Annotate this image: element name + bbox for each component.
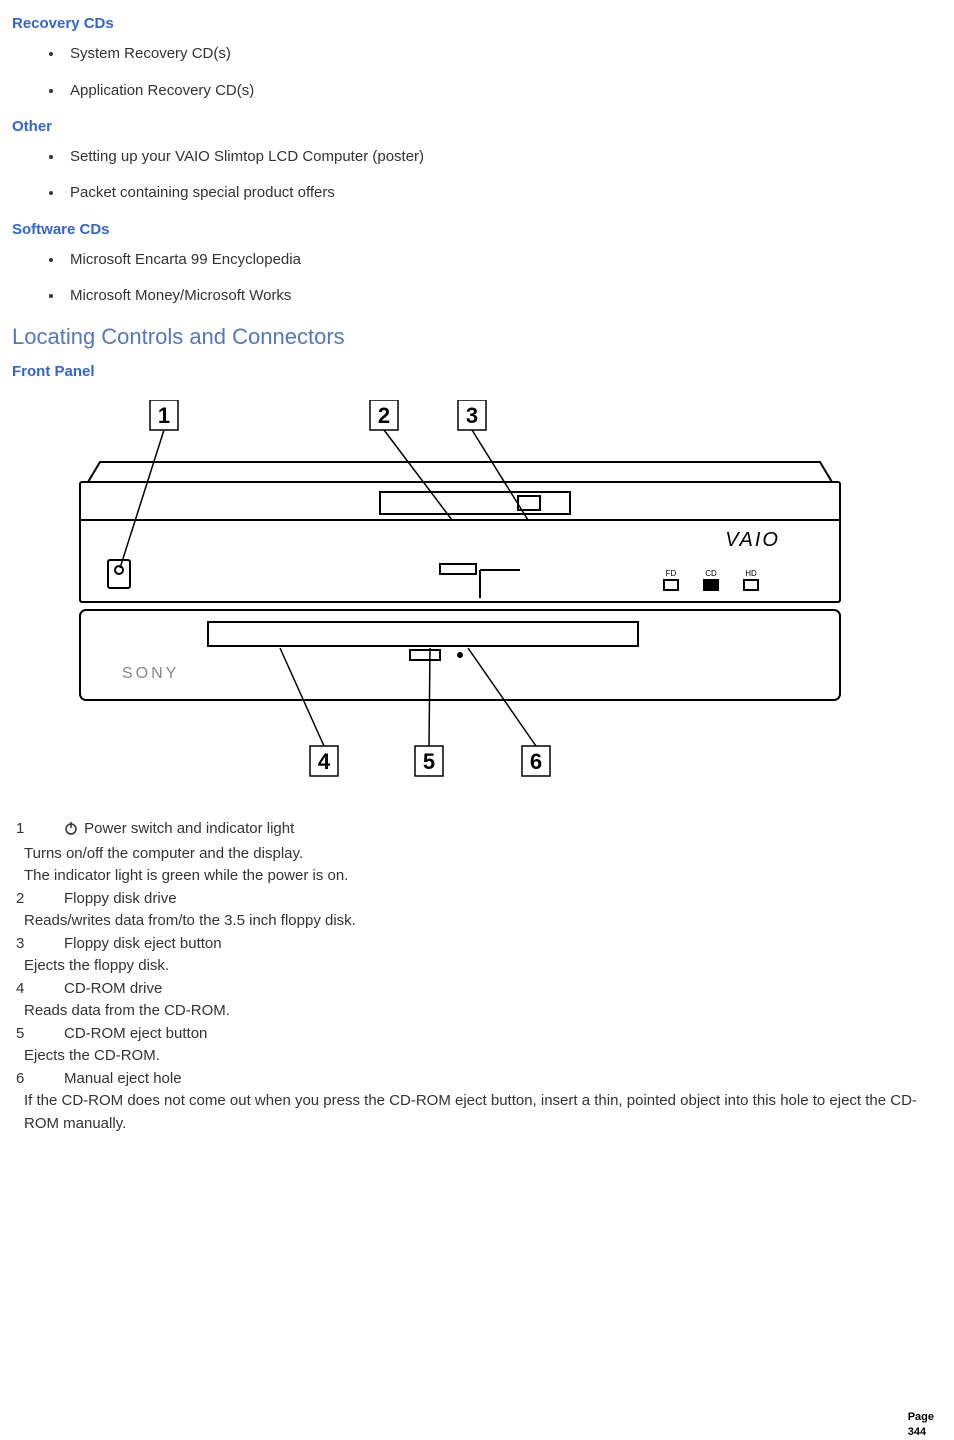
list-item: Setting up your VAIO Slimtop LCD Compute… bbox=[64, 147, 942, 167]
list-item: Packet containing special product offers bbox=[64, 183, 942, 203]
definition-description: Reads/writes data from/to the 3.5 inch f… bbox=[24, 910, 938, 933]
callout-number: 6 bbox=[530, 749, 542, 774]
definition-description: Reads data from the CD-ROM. bbox=[24, 1000, 938, 1023]
list-other: Setting up your VAIO Slimtop LCD Compute… bbox=[12, 147, 942, 204]
power-icon bbox=[64, 820, 78, 843]
heading-front-panel: Front Panel bbox=[12, 362, 942, 382]
list-item: Microsoft Money/Microsoft Works bbox=[64, 286, 942, 306]
definition-title: Manual eject hole bbox=[64, 1070, 182, 1087]
indicator-label: HD bbox=[745, 569, 757, 578]
vaio-logo: VAIO bbox=[725, 529, 780, 551]
definition-number: 3 bbox=[16, 933, 64, 956]
definition-heading: 1 Power switch and indicator light bbox=[16, 818, 938, 843]
definition-title: Floppy disk eject button bbox=[64, 935, 222, 952]
definition-description: Ejects the CD-ROM. bbox=[24, 1045, 938, 1068]
list-item: System Recovery CD(s) bbox=[64, 44, 942, 64]
list-item: Microsoft Encarta 99 Encyclopedia bbox=[64, 250, 942, 270]
callout-number: 1 bbox=[158, 403, 170, 428]
definition-number: 1 bbox=[16, 818, 64, 841]
list-item: Application Recovery CD(s) bbox=[64, 81, 942, 101]
definition-title: Power switch and indicator light bbox=[84, 820, 294, 837]
callout-number: 5 bbox=[423, 749, 435, 774]
list-recovery-cds: System Recovery CD(s) Application Recove… bbox=[12, 44, 942, 101]
list-software-cds: Microsoft Encarta 99 Encyclopedia Micros… bbox=[12, 250, 942, 307]
definition-heading: 3Floppy disk eject button bbox=[16, 933, 938, 956]
callout-number: 3 bbox=[466, 403, 478, 428]
definition-description: The indicator light is green while the p… bbox=[24, 865, 938, 888]
definition-number: 5 bbox=[16, 1023, 64, 1046]
indicator-label: FD bbox=[666, 569, 677, 578]
definition-heading: 2Floppy disk drive bbox=[16, 888, 938, 911]
definition-title: Floppy disk drive bbox=[64, 890, 177, 907]
front-panel-definitions: 1 Power switch and indicator lightTurns … bbox=[16, 818, 938, 1135]
definition-heading: 4CD-ROM drive bbox=[16, 978, 938, 1001]
definition-description: Ejects the floppy disk. bbox=[24, 955, 938, 978]
front-panel-diagram: FD CD HD VAIO SONY 1 2 3 4 5 6 bbox=[60, 400, 942, 796]
definition-title: CD-ROM eject button bbox=[64, 1025, 207, 1042]
callout-number: 2 bbox=[378, 403, 390, 428]
definition-description: If the CD-ROM does not come out when you… bbox=[24, 1090, 938, 1135]
heading-recovery-cds: Recovery CDs bbox=[12, 14, 942, 34]
definition-description: Turns on/off the computer and the displa… bbox=[24, 843, 938, 866]
heading-software-cds: Software CDs bbox=[12, 220, 942, 240]
callout-number: 4 bbox=[318, 749, 331, 774]
heading-other: Other bbox=[12, 117, 942, 137]
definition-number: 6 bbox=[16, 1068, 64, 1091]
heading-locating-controls: Locating Controls and Connectors bbox=[12, 322, 942, 352]
page-number: Page 344 bbox=[908, 1410, 934, 1440]
sony-logo: SONY bbox=[122, 665, 179, 682]
definition-number: 4 bbox=[16, 978, 64, 1001]
definition-number: 2 bbox=[16, 888, 64, 911]
definition-heading: 6Manual eject hole bbox=[16, 1068, 938, 1091]
indicator-label: CD bbox=[705, 569, 717, 578]
definition-title: CD-ROM drive bbox=[64, 980, 162, 997]
definition-heading: 5CD-ROM eject button bbox=[16, 1023, 938, 1046]
